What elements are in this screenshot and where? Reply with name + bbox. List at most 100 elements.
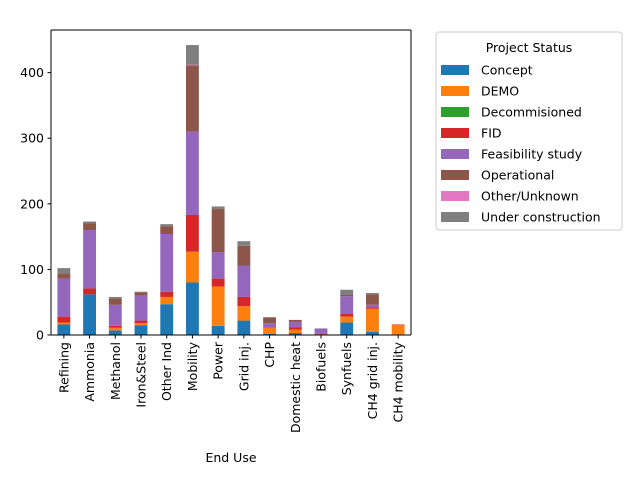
bar-segment-12-1	[366, 308, 379, 332]
bar-segment-5-3	[186, 214, 199, 252]
x-tick-label-4: Other Ind	[159, 342, 174, 401]
bar-segment-5-4	[186, 131, 199, 215]
bar-segment-0-1	[57, 322, 71, 325]
bar-segment-3-5	[134, 292, 148, 296]
y-tick-label-1: 100	[20, 262, 44, 277]
bar-segment-9-1	[288, 329, 302, 334]
legend-swatch-0	[441, 65, 469, 75]
bar-segment-2-0	[108, 330, 122, 335]
x-tick-label-2: Methanol	[108, 342, 123, 400]
bar-segment-11-5	[340, 294, 354, 297]
bar-segment-4-0	[160, 304, 174, 335]
bar-segment-6-1	[211, 286, 225, 326]
bar-segment-9-5	[288, 319, 302, 322]
bar-segment-4-4	[160, 233, 174, 292]
legend-label-1: DEMO	[481, 84, 519, 99]
bar-segment-0-3	[57, 316, 71, 323]
x-tick-label-3: Iron&Steel	[134, 342, 149, 408]
bar-segment-1-0	[83, 294, 96, 335]
bar-segment-7-7	[237, 241, 251, 246]
y-tick-label-2: 200	[20, 196, 44, 211]
bars-layer	[57, 45, 405, 335]
legend-swatch-7	[441, 212, 469, 222]
x-tick-label-11: Synfuels	[339, 342, 354, 395]
bar-segment-8-5	[263, 317, 276, 324]
bar-segment-1-4	[83, 230, 96, 289]
y-tick-label-4: 400	[20, 65, 44, 80]
x-ticks: Refining Ammonia Methanol Iron&Steel Other I…	[56, 335, 406, 433]
bar-segment-7-4	[237, 265, 251, 297]
bar-segment-0-0	[57, 324, 71, 335]
bar-segment-1-3	[83, 288, 96, 295]
bar-segment-11-4	[340, 296, 354, 315]
bar-segment-2-4	[108, 304, 122, 326]
bar-segment-12-5	[366, 294, 379, 305]
bar-segment-11-3	[340, 314, 354, 317]
bar-segment-5-1	[186, 251, 199, 283]
x-tick-label-7: Grid inj.	[236, 342, 251, 391]
legend-items: Concept DEMO Decommisioned FID Feasibility s…	[441, 63, 601, 225]
bar-segment-7-1	[237, 306, 251, 321]
bar-segment-8-1	[263, 327, 276, 334]
legend-label-2: Decommisioned	[481, 105, 582, 120]
bar-segment-4-1	[160, 296, 174, 305]
x-tick-label-10: Biofuels	[314, 342, 329, 392]
bar-segment-3-4	[134, 295, 148, 321]
legend-label-6: Other/Unknown	[481, 189, 579, 204]
bar-segment-6-3	[211, 278, 225, 287]
bar-segment-6-0	[211, 325, 225, 335]
x-axis-title: End Use	[205, 450, 256, 465]
bar-segment-2-5	[108, 298, 122, 305]
bar-segment-8-0	[263, 333, 276, 335]
x-tick-label-0: Refining	[56, 342, 71, 393]
x-tick-label-1: Ammonia	[82, 342, 97, 402]
bar-segment-6-4	[211, 252, 225, 279]
bar-segment-3-7	[134, 291, 148, 293]
legend-label-3: FID	[481, 126, 502, 141]
bar-segment-12-3	[366, 307, 379, 309]
y-tick-label-3: 300	[20, 131, 44, 146]
bar-segment-7-0	[237, 320, 251, 335]
bar-segment-3-1	[134, 323, 148, 326]
bar-segment-5-5	[186, 65, 199, 132]
bar-segment-8-4	[263, 323, 276, 328]
y-tick-label-0: 0	[36, 328, 44, 343]
bar-segment-12-4	[366, 304, 379, 308]
bar-segment-5-0	[186, 282, 199, 335]
bar-segment-7-3	[237, 296, 251, 307]
bar-segment-13-3	[391, 324, 405, 326]
bar-segment-5-7	[186, 45, 199, 65]
legend-swatch-5	[441, 170, 469, 180]
bar-segment-0-4	[57, 278, 71, 317]
bar-segment-9-3	[288, 327, 302, 330]
bar-segment-3-0	[134, 325, 148, 335]
legend-label-5: Operational	[481, 168, 554, 183]
legend-frame	[435, 31, 623, 231]
x-tick-label-6: Power	[211, 341, 226, 380]
legend-swatch-4	[441, 149, 469, 159]
bar-segment-1-7	[83, 221, 96, 224]
bar-segment-0-5	[57, 273, 71, 279]
bar-segment-4-5	[160, 226, 174, 234]
legend-swatch-6	[441, 191, 469, 201]
bar-segment-11-7	[340, 289, 354, 295]
bar-segment-0-7	[57, 268, 71, 274]
legend-label-0: Concept	[481, 63, 533, 78]
x-tick-label-13: CH4 mobility	[391, 341, 406, 422]
legend-swatch-1	[441, 86, 469, 96]
bar-segment-9-0	[288, 333, 302, 335]
axes-layer	[50, 29, 412, 336]
legend-label-4: Feasibility study	[481, 147, 583, 162]
bar-segment-2-3	[108, 325, 122, 328]
bar-segment-4-7	[160, 224, 174, 227]
y-ticks: 0 100 200 300 400	[20, 65, 51, 343]
bar-segment-7-5	[237, 245, 251, 266]
legend-title: Project Status	[486, 40, 573, 55]
x-tick-label-12: CH4 grid inj.	[365, 342, 380, 419]
bar-segment-2-1	[108, 327, 122, 331]
x-tick-label-9: Domestic heat	[288, 342, 303, 433]
bar-segment-6-7	[211, 206, 225, 210]
bar-segment-10-3	[314, 333, 328, 335]
bar-segment-8-3	[263, 327, 276, 328]
